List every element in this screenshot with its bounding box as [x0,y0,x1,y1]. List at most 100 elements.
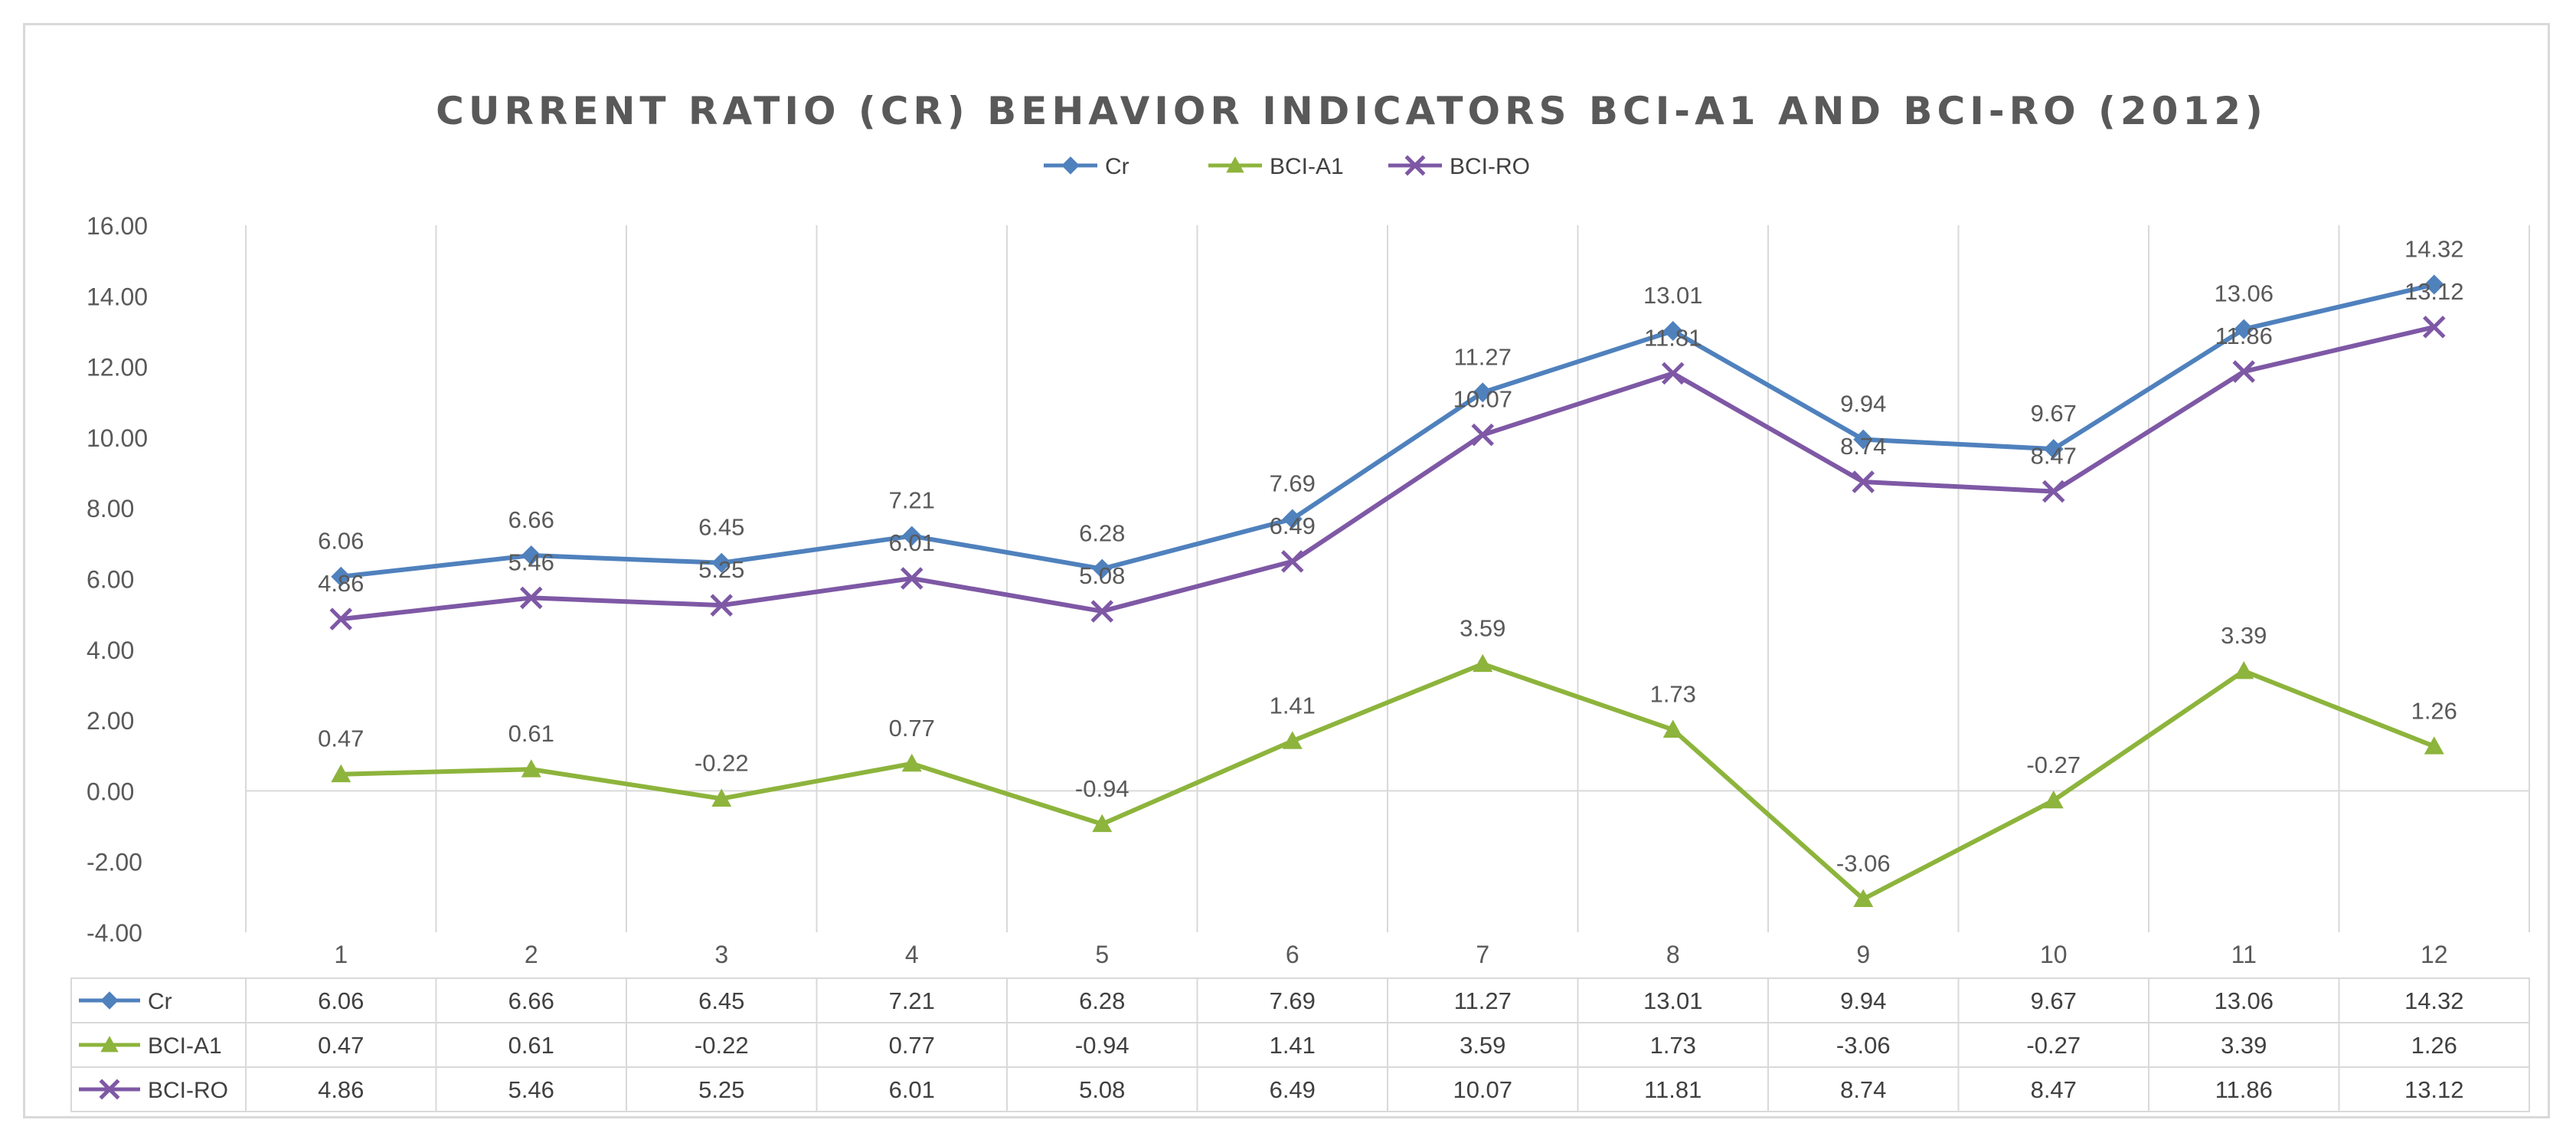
table-cell: 7.21 [889,987,935,1014]
data-point [329,607,353,630]
data-label: 1.73 [1650,681,1696,708]
data-label: -0.94 [1075,775,1129,802]
x-tick-label: 1 [334,941,348,968]
data-label: 6.28 [1079,520,1125,547]
table-cell: 9.67 [2031,987,2077,1014]
data-label: 5.46 [508,548,554,575]
chart-frame: CURRENT RATIO (CR) BEHAVIOR INDICATORS B… [23,23,2550,1118]
table-cell: 9.94 [1840,987,1886,1014]
data-point [1090,600,1114,623]
data-label: 6.06 [318,528,364,555]
table-cell: 3.39 [2221,1032,2267,1059]
data-point [521,759,541,778]
data-label: 14.32 [2404,236,2464,263]
table-cell: -0.27 [2026,1032,2081,1059]
data-label: 10.07 [1453,386,1512,413]
series-layer [329,274,2446,908]
data-point [2234,319,2254,339]
legend[interactable]: Cr BCI-A1 BCI-RO [1044,154,1530,179]
table-cell: 6.49 [1270,1076,1316,1103]
legend-marker [1061,156,1080,175]
x-tick-label: 3 [714,941,728,968]
series-bci-a1 [331,653,2444,908]
table-series-name: Cr [148,989,172,1014]
data-point [2424,736,2444,755]
data-point [1661,362,1685,385]
data-point [2043,790,2064,809]
series-bci-ro [329,316,2446,630]
table-cell: 6.01 [889,1076,935,1103]
data-label: 13.01 [1643,282,1703,309]
y-tick-label: 4.00 [87,637,134,664]
table-row: BCI-A1 0.47 0.61 -0.22 0.77 -0.94 1.41 3.59 1.73… [79,1032,2457,1059]
legend-item-cr[interactable]: Cr [1044,154,1129,179]
data-label: 11.86 [2215,323,2273,349]
legend-item-bci-a1[interactable]: BCI-A1 [1208,154,1344,179]
table-cell: 13.06 [2214,987,2274,1014]
table-row: Cr 6.06 6.66 6.45 7.21 6.28 7.69 11.27 13.01 9.94… [79,987,2464,1014]
data-point [519,586,543,610]
data-point [1282,731,1303,749]
table-cell: 1.41 [1270,1032,1316,1059]
data-label: 13.06 [2214,280,2274,307]
data-label: -0.22 [695,750,749,777]
chart: CURRENT RATIO (CR) BEHAVIOR INDICATORS B… [70,89,2530,1112]
legend-label: Cr [1105,154,1129,179]
legend-item-bci-ro[interactable]: BCI-RO [1388,154,1530,179]
data-label: 7.69 [1270,470,1316,497]
table-cell: 1.26 [2411,1032,2457,1059]
data-point [901,753,922,772]
table-cell: 14.32 [2404,987,2464,1014]
data-point [1853,429,1874,450]
data-point [1853,889,1874,908]
table-legend-marker [100,1036,119,1053]
data-point [2424,274,2444,295]
y-tick-label: 16.00 [87,212,148,240]
data-point [1280,550,1304,573]
data-label: 6.01 [889,529,935,556]
x-tick-label: 10 [2040,941,2068,968]
data-point [1092,558,1113,579]
data-point [2232,360,2256,383]
y-tick-label: 12.00 [87,354,148,381]
series-cr [331,274,2444,587]
data-point [1662,719,1683,738]
x-tick-label: 11 [2231,941,2257,968]
x-tick-label: 5 [1095,941,1109,968]
data-label: 3.59 [1460,615,1505,642]
data-point [1282,509,1303,529]
table-cell: 7.69 [1270,987,1316,1014]
y-tick-label: -4.00 [87,919,142,947]
data-label: 6.66 [508,506,554,533]
data-point [1662,320,1683,341]
table-cell: 6.28 [1079,987,1125,1014]
y-tick-label: 6.00 [87,566,134,594]
table-cell: 11.86 [2215,1076,2273,1103]
y-axis: 16.00 14.00 12.00 10.00 8.00 6.00 4.00 2.00 0.00… [87,212,148,947]
data-label: 6.49 [1270,512,1316,539]
data-point [521,545,541,566]
y-tick-label: 14.00 [87,283,148,310]
table-cell: 8.74 [1840,1076,1886,1103]
data-point [331,764,351,783]
table-cell: 0.47 [318,1032,364,1059]
data-point [711,552,732,573]
data-point [900,567,924,590]
table-cell: 10.07 [1453,1076,1512,1103]
table-cell: 6.06 [318,987,364,1014]
data-label: 0.61 [508,720,554,747]
data-label: 8.47 [2031,443,2077,470]
table-cell: 6.45 [698,987,744,1014]
data-point [2042,480,2065,503]
data-point [901,526,922,546]
series-line-bci-ro [340,324,2435,622]
data-point [2043,439,2064,460]
data-point [331,566,351,587]
data-point [711,788,732,807]
y-tick-label: 10.00 [87,424,148,452]
data-point [1473,382,1493,403]
table-series-name: BCI-A1 [148,1033,222,1059]
data-label: -0.27 [2026,751,2081,778]
grid [245,225,2530,932]
series-line-bci-a1 [341,661,2435,902]
